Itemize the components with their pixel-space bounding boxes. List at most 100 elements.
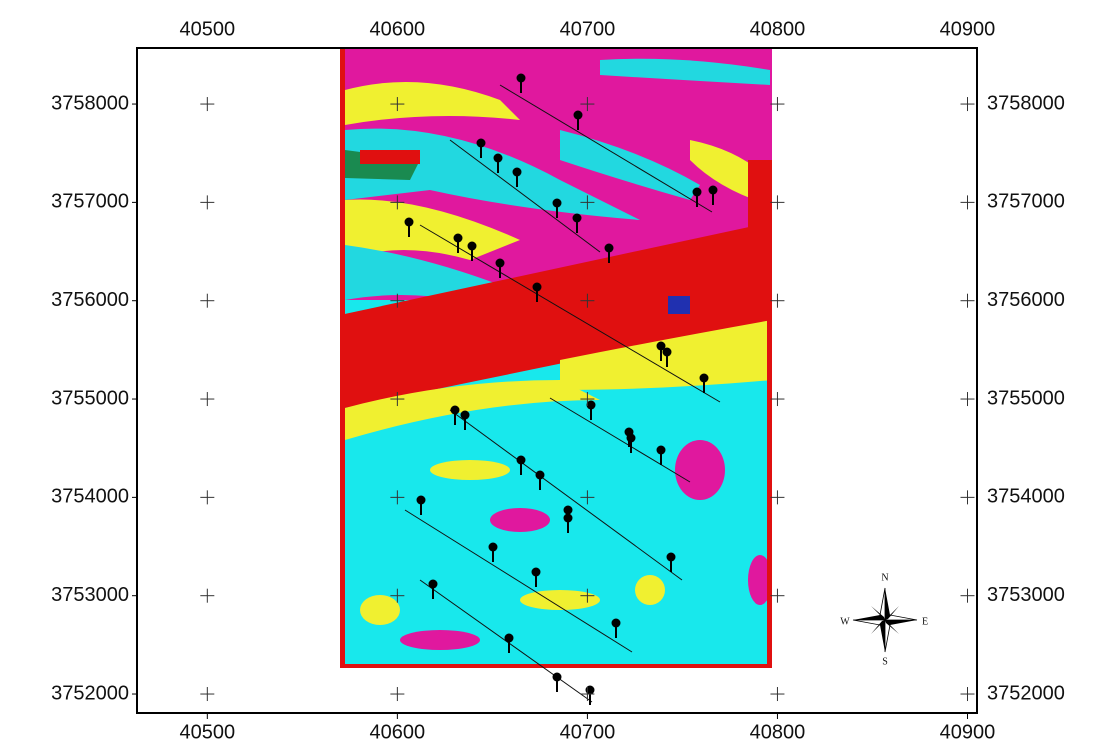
sample-pin bbox=[552, 672, 562, 692]
compass-rose: N S E W bbox=[840, 572, 928, 667]
compass-west: W bbox=[840, 616, 850, 627]
survey-line bbox=[499, 84, 713, 213]
pin-head bbox=[666, 552, 676, 562]
sample-pin bbox=[493, 153, 503, 173]
grid-cross bbox=[770, 490, 785, 505]
grid-cross bbox=[390, 687, 405, 702]
pin-head bbox=[450, 405, 460, 415]
map-frame bbox=[136, 47, 978, 714]
grid-cross bbox=[770, 195, 785, 210]
pin-head bbox=[516, 455, 526, 465]
grid-cross bbox=[200, 195, 215, 210]
sample-pin bbox=[611, 618, 621, 638]
grid-cross bbox=[770, 687, 785, 702]
pin-head bbox=[585, 685, 595, 695]
pin-head bbox=[467, 241, 477, 251]
x-tick-label-bottom: 40600 bbox=[370, 721, 426, 743]
pin-head bbox=[404, 217, 414, 227]
x-tick-label-top: 40800 bbox=[750, 18, 806, 40]
sample-pin bbox=[495, 258, 505, 278]
survey-line bbox=[419, 224, 721, 403]
pin-head bbox=[552, 198, 562, 208]
x-tick-label-bottom: 40800 bbox=[750, 721, 806, 743]
pin-head bbox=[656, 445, 666, 455]
pin-head bbox=[488, 542, 498, 552]
grid-cross bbox=[770, 97, 785, 112]
sample-pin bbox=[563, 513, 573, 533]
pin-head bbox=[516, 73, 526, 83]
y-tick-label-left: 3754000 bbox=[51, 486, 129, 508]
sample-pin bbox=[708, 185, 718, 205]
survey-lines bbox=[404, 84, 721, 703]
pin-head bbox=[626, 433, 636, 443]
y-tick-label-right: 3754000 bbox=[987, 486, 1065, 508]
x-tick-label-top: 40700 bbox=[560, 18, 616, 40]
y-tick-label-left: 3757000 bbox=[51, 191, 129, 213]
pin-head bbox=[428, 579, 438, 589]
grid-cross bbox=[960, 588, 975, 603]
grid-cross bbox=[390, 97, 405, 112]
sample-pin bbox=[453, 233, 463, 253]
sample-pin bbox=[585, 685, 595, 705]
grid-cross bbox=[960, 195, 975, 210]
grid-cross bbox=[580, 195, 595, 210]
grid-cross bbox=[960, 97, 975, 112]
pin-head bbox=[563, 513, 573, 523]
pin-head bbox=[493, 153, 503, 163]
sample-pin bbox=[504, 633, 514, 653]
grid-cross bbox=[580, 490, 595, 505]
sample-pin bbox=[512, 167, 522, 187]
pin-head bbox=[531, 567, 541, 577]
pin-head bbox=[535, 470, 545, 480]
pin-head bbox=[476, 138, 486, 148]
y-tick-label-right: 3752000 bbox=[987, 682, 1065, 704]
grid-cross bbox=[580, 588, 595, 603]
pin-head bbox=[563, 505, 573, 515]
sample-pin bbox=[416, 495, 426, 515]
grid-cross bbox=[200, 687, 215, 702]
sample-pin bbox=[604, 243, 614, 263]
sample-pin bbox=[404, 217, 414, 237]
pin-head bbox=[552, 672, 562, 682]
pin-head bbox=[460, 410, 470, 420]
y-tick-label-right: 3758000 bbox=[987, 92, 1065, 114]
grid-cross bbox=[200, 97, 215, 112]
x-tick-label-bottom: 40900 bbox=[940, 721, 996, 743]
sample-pin bbox=[516, 455, 526, 475]
grid-cross bbox=[200, 392, 215, 407]
sample-pin bbox=[532, 282, 542, 302]
pin-head bbox=[656, 341, 666, 351]
grid-cross bbox=[390, 195, 405, 210]
grid-cross bbox=[580, 97, 595, 112]
x-tick-label-top: 40500 bbox=[180, 18, 236, 40]
x-tick-label-top: 40600 bbox=[370, 18, 426, 40]
pin-head bbox=[708, 185, 718, 195]
x-tick-label-top: 40900 bbox=[940, 18, 996, 40]
sample-pin bbox=[666, 552, 676, 572]
sample-pin bbox=[428, 579, 438, 599]
pin-head bbox=[662, 347, 672, 357]
grid-cross bbox=[960, 392, 975, 407]
sample-pin bbox=[692, 187, 702, 207]
sample-pin bbox=[573, 110, 583, 130]
pin-head bbox=[416, 495, 426, 505]
sample-pin bbox=[488, 542, 498, 562]
pin-head bbox=[586, 400, 596, 410]
sample-pin bbox=[460, 410, 470, 430]
sample-pin bbox=[572, 213, 582, 233]
pin-head bbox=[692, 187, 702, 197]
sample-pin bbox=[552, 198, 562, 218]
grid-cross bbox=[390, 293, 405, 308]
y-tick-label-right: 3753000 bbox=[987, 584, 1065, 606]
pin-head bbox=[495, 258, 505, 268]
sample-pin bbox=[662, 347, 672, 367]
grid-cross bbox=[960, 490, 975, 505]
grid-cross bbox=[390, 490, 405, 505]
pin-head bbox=[504, 633, 514, 643]
grid-cross bbox=[580, 687, 595, 702]
pin-head bbox=[532, 282, 542, 292]
sample-pin bbox=[516, 73, 526, 93]
sample-pin bbox=[535, 470, 545, 490]
grid-cross bbox=[580, 293, 595, 308]
